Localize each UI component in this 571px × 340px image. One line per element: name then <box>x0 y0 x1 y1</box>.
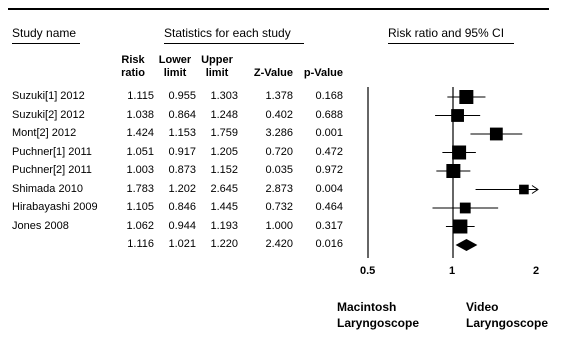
cell-z: 2.420 <box>265 238 293 250</box>
point-estimate-square <box>452 145 467 160</box>
cell-upper: 1.303 <box>210 90 238 102</box>
cell-z: 1.378 <box>265 90 293 102</box>
cell-z: 0.720 <box>265 145 293 158</box>
summary-diamond <box>455 239 478 251</box>
cell-lower: 0.873 <box>168 164 196 176</box>
column-header-upper-line-1: Upper <box>201 54 233 66</box>
cell-upper: 1.759 <box>210 127 238 139</box>
point-estimate-square <box>453 219 468 234</box>
cell-z: 0.732 <box>265 201 293 213</box>
column-header-lower-line-1: Lower <box>158 54 192 66</box>
cell-rr: 1.038 <box>126 108 154 121</box>
tick-label-1: 1 <box>449 265 456 277</box>
column-header-p: p-Value <box>293 54 343 80</box>
column-header-z-line-2: Z-Value <box>253 67 293 79</box>
cell-rr: 1.783 <box>126 182 154 195</box>
column-header-upper: Upper limit <box>196 54 238 80</box>
ci-arrow <box>531 185 539 194</box>
tick-label-2: 2 <box>533 265 540 277</box>
cell-lower: 1.021 <box>168 238 196 250</box>
study-name: Suzuki[1] 2012 <box>12 90 85 102</box>
cell-rr: 1.105 <box>126 201 154 213</box>
study-name: Suzuki[2] 2012 <box>12 108 85 121</box>
point-estimate-square <box>489 127 503 141</box>
cell-rr: 1.116 <box>127 238 154 250</box>
point-estimate-square <box>459 202 471 214</box>
column-header-upper-line-2: limit <box>205 67 229 79</box>
cell-lower: 0.955 <box>168 90 196 102</box>
column-header-p-line-2: p-Value <box>303 67 343 79</box>
cell-lower: 1.202 <box>168 182 196 195</box>
cell-z: 2.873 <box>265 182 293 195</box>
point-estimate-square <box>451 109 464 122</box>
point-estimate-square <box>459 90 474 104</box>
cell-upper: 1.152 <box>210 164 238 176</box>
point-estimate-square <box>446 164 461 178</box>
cell-rr: 1.003 <box>126 164 154 176</box>
cell-lower: 0.846 <box>168 201 196 213</box>
cell-z: 3.286 <box>265 127 293 139</box>
cell-z: 1.000 <box>265 219 293 232</box>
study-name: Mont[2] 2012 <box>12 127 77 139</box>
cell-p: 0.972 <box>315 164 343 176</box>
cell-p: 0.016 <box>315 238 343 250</box>
cell-p: 0.464 <box>315 201 343 213</box>
cell-upper: 1.248 <box>210 108 238 121</box>
column-header-lower-line-2: limit <box>163 67 187 79</box>
xlabel-right: Video Laryngoscope <box>466 299 548 331</box>
study-name: Hirabayashi 2009 <box>12 201 98 213</box>
column-header-rr-line-2: ratio <box>121 67 145 79</box>
xlabel-right-line-2: Laryngoscope <box>466 316 549 330</box>
study-name-header: Study name <box>12 26 77 40</box>
cell-p: 0.688 <box>315 108 343 121</box>
cell-upper: 2.645 <box>210 182 238 195</box>
cell-upper: 1.205 <box>210 145 238 158</box>
cell-upper: 1.445 <box>210 201 238 213</box>
study-name-underline <box>12 43 80 44</box>
tick-label-0.5: 0.5 <box>360 265 376 277</box>
cell-p: 0.168 <box>315 90 343 102</box>
top-rule <box>8 8 549 10</box>
statistics-underline <box>164 43 304 44</box>
cell-p: 0.317 <box>315 219 343 232</box>
study-name: Puchner[1] 2011 <box>12 145 92 158</box>
cell-rr: 1.062 <box>126 219 154 232</box>
study-name: Jones 2008 <box>12 219 69 232</box>
xlabel-left: Macintosh Laryngoscope <box>337 299 419 331</box>
column-header-rr-line-1: Risk <box>121 54 145 66</box>
cell-lower: 1.153 <box>168 127 196 139</box>
xlabel-right-line-1: Video <box>466 300 499 314</box>
cell-lower: 0.944 <box>168 219 196 232</box>
cell-p: 0.004 <box>315 182 343 195</box>
cell-z: 0.035 <box>265 164 293 176</box>
point-estimate-square <box>519 184 529 195</box>
cell-rr: 1.115 <box>127 90 154 102</box>
cell-rr: 1.424 <box>126 127 154 139</box>
cell-rr: 1.051 <box>126 145 154 158</box>
study-name: Shimada 2010 <box>12 182 83 195</box>
cell-upper: 1.220 <box>210 238 238 250</box>
column-header-lower: Lower limit <box>154 54 196 80</box>
cell-p: 0.001 <box>315 127 343 139</box>
ci-underline <box>388 43 514 44</box>
cell-z: 0.402 <box>265 108 293 121</box>
ci-header: Risk ratio and 95% CI <box>388 26 505 40</box>
cell-p: 0.472 <box>315 145 343 158</box>
cell-lower: 0.917 <box>168 145 196 158</box>
study-name: Puchner[2] 2011 <box>12 164 92 176</box>
column-header-z: Z-Value <box>238 54 293 80</box>
column-header-rr: Risk ratio <box>112 54 154 80</box>
cell-upper: 1.193 <box>210 219 238 232</box>
cell-lower: 0.864 <box>168 108 196 121</box>
statistics-header: Statistics for each study <box>164 26 291 40</box>
xlabel-left-line-1: Macintosh <box>337 300 397 314</box>
xlabel-left-line-2: Laryngoscope <box>337 316 420 330</box>
